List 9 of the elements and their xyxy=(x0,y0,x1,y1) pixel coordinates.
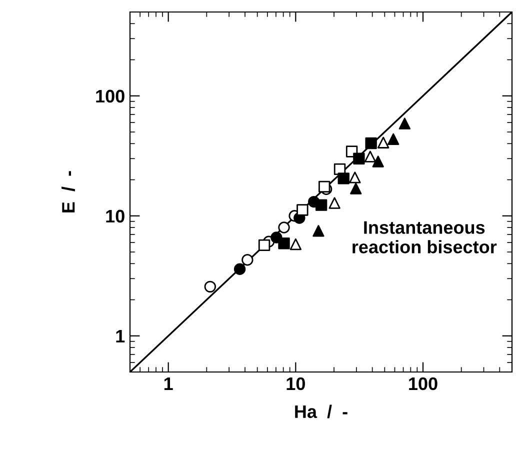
x-tick-label: 100 xyxy=(409,377,438,390)
y-axis-title: E / - xyxy=(62,171,75,212)
annotation: Instantaneous reaction bisector xyxy=(352,221,497,254)
x-axis-title: Ha / - xyxy=(295,404,348,418)
y-tick-label: 100 xyxy=(96,90,124,103)
y-tick-label: 10 xyxy=(106,210,124,223)
x-tick-label: 10 xyxy=(286,377,305,390)
x-tick-label: 1 xyxy=(164,378,173,390)
y-tick-label: 1 xyxy=(116,330,125,342)
